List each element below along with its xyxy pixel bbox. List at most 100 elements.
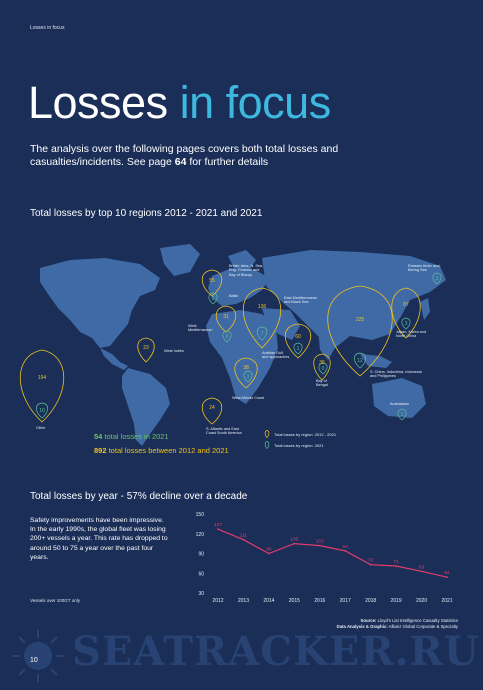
data-point[interactable] <box>318 544 321 547</box>
pin-green-other[interactable] <box>36 402 48 419</box>
pin-green-eastmed[interactable] <box>256 326 268 341</box>
y-tick-label: 30 <box>198 591 204 597</box>
label-westmed: West Mediterranean <box>188 324 213 333</box>
watermark: SEATRACKER.RU <box>72 628 480 675</box>
landmasses <box>40 244 446 446</box>
data-label: 90 <box>266 547 272 553</box>
pin-green-value-japan: 3 <box>405 321 408 327</box>
source-block: Source: Lloyd's List Intelligence Casual… <box>337 618 458 630</box>
label-schina: S. China, Indochina, Indonesia and Philip… <box>370 370 422 379</box>
x-tick-label: 2013 <box>238 598 249 604</box>
x-tick-label: 2020 <box>416 598 427 604</box>
pin-yellow-schina[interactable] <box>327 285 393 377</box>
pin-value-other: 194 <box>38 375 47 381</box>
pin-green-value-schina: 12 <box>357 358 363 364</box>
legend-pin-green-icon <box>264 441 270 449</box>
pin-green-australasia[interactable] <box>397 408 407 421</box>
x-tick-label: 2021 <box>441 598 452 604</box>
source-line: Source: Lloyd's List Intelligence Casual… <box>360 618 458 623</box>
title-accent: in focus <box>179 77 332 128</box>
data-point[interactable] <box>217 528 219 531</box>
x-tick-label: 2012 <box>212 598 223 604</box>
pin-value-satlantic: 24 <box>209 405 215 411</box>
pin-green-schina[interactable] <box>354 352 366 369</box>
data-point[interactable] <box>267 552 270 555</box>
pin-yellow-westmed[interactable] <box>215 305 237 333</box>
pin-value-bengal: 36 <box>319 360 325 366</box>
pin-green-british[interactable] <box>208 292 218 305</box>
label-british: British Isles, N. Sea, Eng. Channel and Ba… <box>229 264 264 277</box>
pin-green-bengal[interactable] <box>318 362 328 375</box>
data-point[interactable] <box>369 563 372 566</box>
pin-yellow-westafrica[interactable] <box>234 357 258 389</box>
title-main: Losses <box>28 77 168 128</box>
year-section-body: Safety improvements have been impressive… <box>30 517 168 561</box>
pin-green-value-westafrica: 1 <box>247 374 250 380</box>
pin-yellow-bengal[interactable] <box>313 353 331 381</box>
section-label: Losses in focus <box>30 25 65 31</box>
label-japan: Japan, Korea and North China <box>396 330 426 339</box>
pin-green-value-bengal: 0 <box>322 366 325 372</box>
losses-chart-svg: 30 60 90 120 150 2012 2013 2014 2015 2016 2017 201… <box>196 512 453 604</box>
label-other: Other <box>36 426 46 430</box>
legend-pin-yellow-icon <box>264 430 270 438</box>
data-point[interactable] <box>446 576 448 579</box>
credit-line: Data Analysis & Graphic: Allianz Global … <box>336 624 458 630</box>
label-westafrica: West African Coast <box>232 396 265 400</box>
pin-yellow-satlantic[interactable] <box>201 397 223 425</box>
pin-green-arabian[interactable] <box>293 342 303 355</box>
data-point[interactable] <box>293 542 296 545</box>
pin-green-russian[interactable] <box>432 272 442 285</box>
data-point[interactable] <box>344 549 347 552</box>
label-eastmed: East Mediterranean and Black Sea <box>284 296 318 305</box>
x-tick-label: 2017 <box>340 598 351 604</box>
land-australia <box>372 378 426 418</box>
intro-page-link[interactable]: 64 <box>174 156 187 169</box>
pin-yellow-eastmed[interactable] <box>242 287 282 349</box>
data-label: 94 <box>343 544 349 550</box>
land-middle-east <box>262 308 300 340</box>
data-label: 111 <box>240 533 248 539</box>
legend-item-green: Total losses by region: 2021 <box>264 441 336 449</box>
pin-green-japan[interactable] <box>401 317 411 330</box>
pin-value-westindies: 23 <box>143 345 149 351</box>
pin-yellow-british[interactable] <box>201 269 223 297</box>
stat-2021: 54 total losses in 2021 <box>94 432 169 441</box>
stat-2021-text: total losses in 2021 <box>102 432 169 441</box>
world-map: 55 136 31 60 36 225 87 23 38 24 194 0 7 … <box>0 228 483 450</box>
label-australasia: Australasia <box>390 402 409 406</box>
y-tick-label: 60 <box>198 571 204 577</box>
data-label: 102 <box>316 539 324 545</box>
pin-yellow-other[interactable] <box>19 349 65 423</box>
data-point[interactable] <box>395 565 398 567</box>
legend-green-label: Total losses by region: 2021 <box>274 442 324 448</box>
stat-decade: 892 total losses between 2012 and 2021 <box>94 446 229 455</box>
data-label: 54 <box>444 570 450 576</box>
legend-yellow-label: Total losses by region: 2012 - 2021 <box>274 431 337 437</box>
pin-value-schina: 225 <box>356 317 365 323</box>
pin-green-westmed[interactable] <box>222 330 232 343</box>
label-russian: Russian Arctic and Bering Sea <box>408 264 440 273</box>
data-label: 105 <box>290 537 298 543</box>
data-point[interactable] <box>420 570 423 573</box>
land-europe <box>208 268 270 306</box>
pin-yellow-arabian[interactable] <box>284 323 312 359</box>
sun-logo-icon <box>10 628 66 689</box>
data-label: 71 <box>393 559 399 565</box>
y-tick-label: 120 <box>196 532 205 538</box>
data-point[interactable] <box>242 538 245 541</box>
pin-yellow-japan[interactable] <box>391 287 421 339</box>
intro-text-1: The analysis over the following pages co… <box>30 143 339 169</box>
land-africa <box>206 310 278 404</box>
pin-green-value-british: 0 <box>212 296 215 302</box>
pin-green-value-other: 10 <box>39 408 45 414</box>
pin-yellow-westindies[interactable] <box>137 337 155 363</box>
land-south-america <box>122 368 170 446</box>
pin-green-westafrica[interactable] <box>243 370 253 383</box>
land-central-america <box>100 348 128 370</box>
label-bengal: Bay of Bengal <box>316 379 328 388</box>
label-baltic: Baltic <box>229 294 239 298</box>
label-arabian: Arabian Gulf and approaches <box>262 351 290 360</box>
data-label: 63 <box>419 564 425 570</box>
pin-green-value-russian: 3 <box>436 276 439 282</box>
